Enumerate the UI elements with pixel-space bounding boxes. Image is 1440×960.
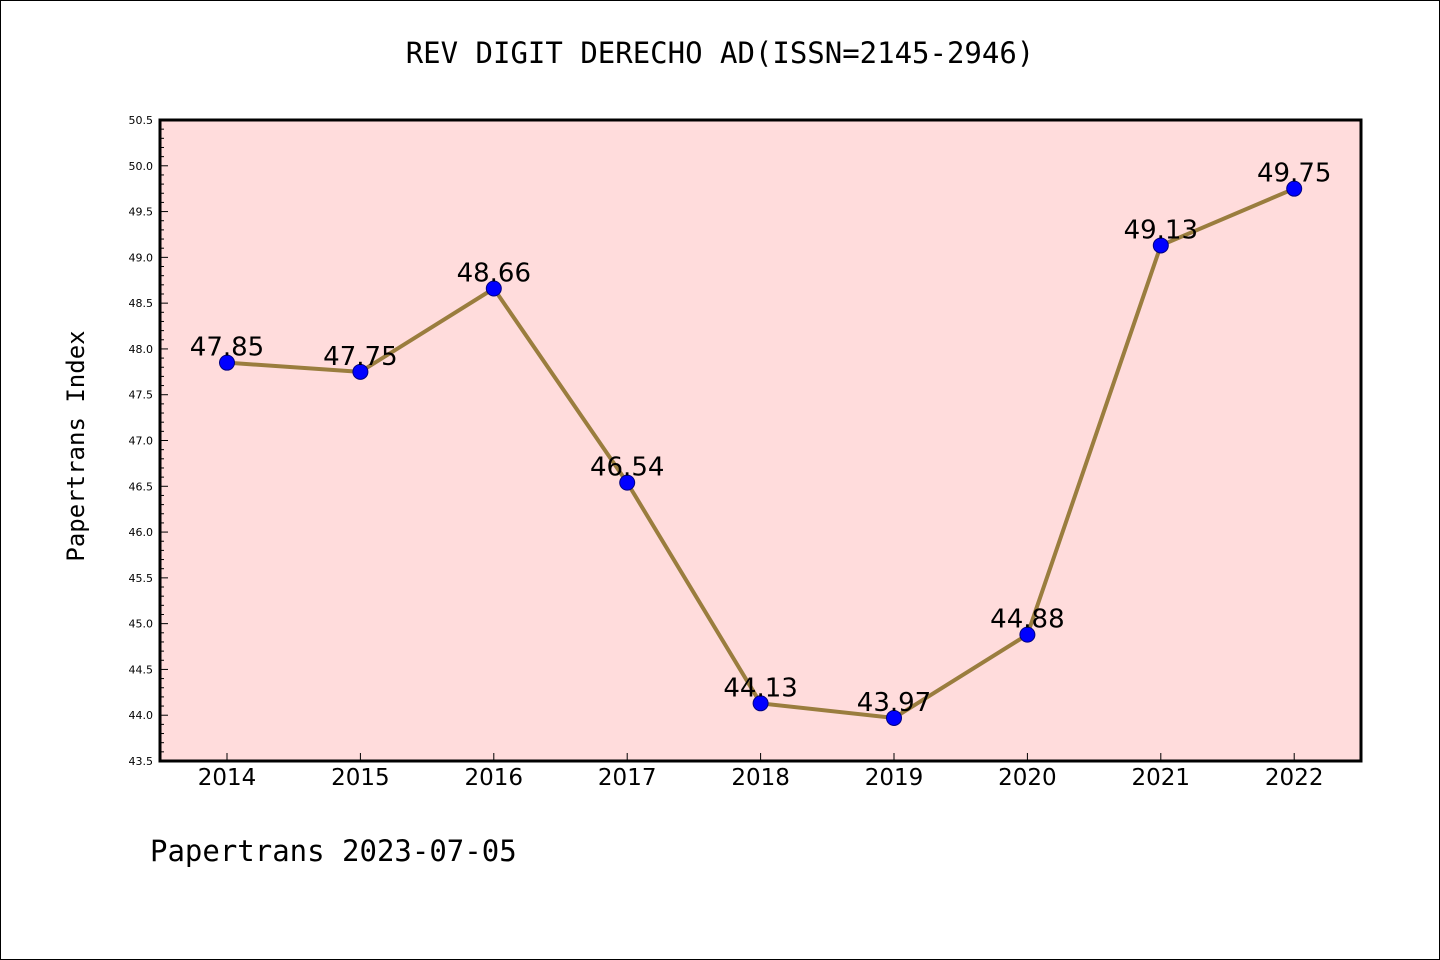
y-tick-label: 44.5 [129, 663, 154, 676]
y-axis: 43.5 44.0 44.5 45.0 45.5 46.0 46.5 47.0 47.5 48.0… [129, 114, 168, 768]
data-label: 47.85 [190, 333, 264, 363]
y-tick-label: 50.5 [129, 114, 154, 127]
x-tick-label: 2020 [998, 765, 1057, 791]
x-tick-label: 2018 [731, 765, 790, 791]
x-tick-label: 2015 [331, 765, 390, 791]
x-tick-label: 2019 [865, 765, 924, 791]
y-tick-label: 45.5 [129, 572, 154, 585]
y-tick-label: 48.0 [129, 343, 154, 356]
data-point [485, 280, 502, 297]
y-tick-label: 49.0 [129, 251, 154, 264]
data-point [1019, 626, 1036, 643]
x-tick-label: 2021 [1132, 765, 1191, 791]
series-group: 47.85 47.75 48.66 46.54 44.13 43.97 44.88 49.13… [190, 159, 1331, 726]
data-label: 43.97 [857, 688, 931, 718]
data-label: 46.54 [590, 453, 664, 483]
y-tick-label: 48.5 [129, 297, 154, 310]
y-tick-label: 47.5 [129, 389, 154, 402]
y-tick-label: 46.5 [129, 480, 154, 493]
data-label: 47.75 [323, 342, 397, 372]
y-tick-label: 49.5 [129, 206, 154, 219]
data-point [352, 363, 369, 380]
y-tick-label: 44.0 [129, 709, 154, 722]
chart-title: REV DIGIT DERECHO AD(ISSN=2145-2946) [405, 36, 1035, 70]
data-point [619, 474, 636, 491]
data-point [752, 695, 769, 712]
x-axis: 2014 2015 2016 2017 2018 2019 2020 2021 2022 [198, 753, 1324, 791]
footer-text: Papertrans 2023-07-05 [150, 834, 517, 868]
y-tick-label: 50.0 [129, 160, 154, 173]
y-axis-label: Papertrans Index [62, 330, 90, 561]
data-label: 48.66 [457, 258, 531, 288]
y-tick-label: 43.5 [129, 755, 154, 768]
data-point [886, 709, 902, 726]
data-point [219, 354, 235, 371]
x-tick-label: 2017 [598, 765, 657, 791]
data-label: 49.75 [1257, 159, 1331, 189]
y-tick-label: 47.0 [129, 435, 154, 448]
data-point [1152, 237, 1169, 254]
data-point [1286, 180, 1303, 197]
x-tick-label: 2022 [1265, 765, 1324, 791]
x-tick-label: 2016 [465, 765, 524, 791]
y-tick-label: 45.0 [129, 618, 154, 631]
plot-area [160, 120, 1361, 761]
data-label: 49.13 [1124, 215, 1198, 245]
x-tick-label: 2014 [198, 765, 257, 791]
data-label: 44.88 [990, 605, 1064, 635]
y-tick-label: 46.0 [129, 526, 154, 539]
plot-border [158, 118, 1363, 763]
data-label: 44.13 [723, 673, 797, 703]
